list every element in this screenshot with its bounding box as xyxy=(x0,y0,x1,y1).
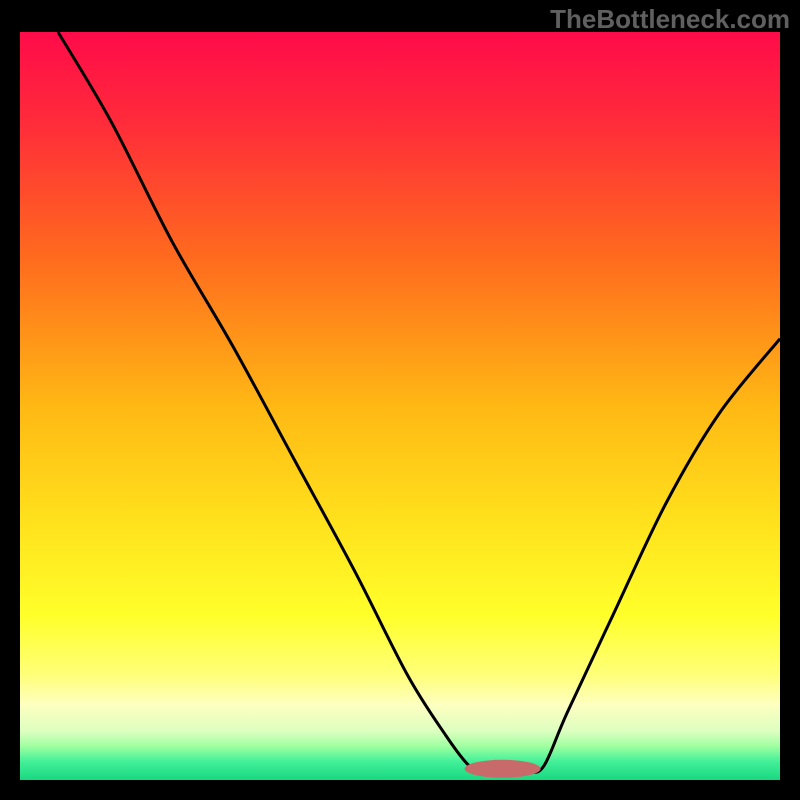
bottleneck-chart xyxy=(0,0,800,800)
optimal-marker xyxy=(465,760,541,778)
watermark-text: TheBottleneck.com xyxy=(550,4,790,35)
plot-background xyxy=(20,32,780,780)
